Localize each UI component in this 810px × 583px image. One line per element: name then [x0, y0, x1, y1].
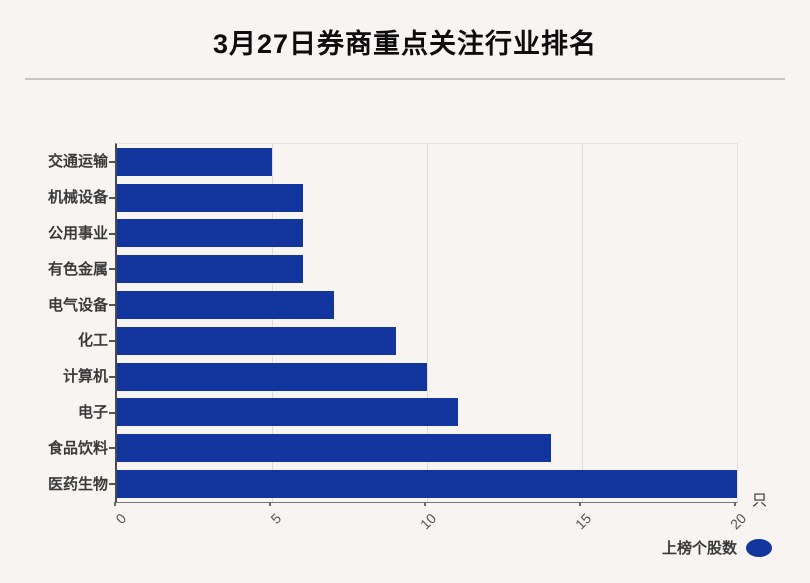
- y-tick-mark: [109, 375, 115, 378]
- category-label: 计算机: [62, 368, 108, 386]
- category-label: 机械设备: [47, 189, 108, 207]
- bar-有色金属: [117, 255, 303, 284]
- x-tick-mark: [734, 502, 736, 506]
- y-tick-mark: [109, 411, 115, 414]
- category-label: 公用事业: [47, 224, 108, 242]
- bar-row: [117, 359, 737, 395]
- x-tick-label: 10: [416, 510, 440, 533]
- category-label: 有色金属: [47, 260, 108, 278]
- y-tick-mark: [109, 447, 115, 450]
- title-divider: [25, 78, 785, 80]
- plot-area: [109, 143, 738, 503]
- category-label: 电气设备: [47, 296, 108, 314]
- bar-机械设备: [117, 183, 303, 212]
- y-tick-mark: [109, 304, 115, 307]
- bar-公用事业: [117, 219, 303, 248]
- gridline: [582, 144, 583, 502]
- legend-label: 上榜个股数: [661, 540, 737, 557]
- bar-row: [117, 430, 737, 466]
- x-tick-label: 0: [112, 510, 130, 527]
- y-tick-mark: [109, 232, 115, 235]
- y-tick-mark: [109, 196, 115, 199]
- category-label: 化工: [77, 332, 108, 350]
- bar-计算机: [117, 362, 427, 391]
- y-tick-mark: [109, 483, 115, 486]
- x-tick-mark: [424, 502, 426, 506]
- legend-marker-icon: [746, 538, 772, 557]
- category-label: 交通运输: [47, 153, 108, 171]
- bar-row: [117, 180, 737, 216]
- x-tick-label: 15: [571, 510, 595, 533]
- bar-食品饮料: [117, 434, 551, 463]
- bar-row: [117, 144, 737, 180]
- category-label: 电子: [77, 403, 108, 421]
- gridline: [427, 144, 428, 502]
- x-tick-mark: [579, 502, 581, 506]
- bar-医药生物: [117, 470, 737, 499]
- x-tick-label: 5: [267, 510, 285, 527]
- legend: 上榜个股数: [662, 537, 772, 558]
- bar-row: [117, 395, 737, 431]
- bar-row: [117, 323, 737, 359]
- x-tick-label: 20: [726, 510, 750, 533]
- y-tick-mark: [109, 268, 115, 271]
- category-label: 医药生物: [47, 475, 108, 493]
- bar-row: [117, 216, 737, 252]
- bar-化工: [117, 326, 396, 355]
- chart-title: 3月27日券商重点关注行业排名: [212, 29, 598, 59]
- x-axis-unit-label: 只: [752, 492, 768, 509]
- category-axis: 交通运输机械设备公用事业有色金属电气设备化工计算机电子食品饮料医药生物: [0, 143, 108, 501]
- bar-交通运输: [117, 147, 272, 176]
- category-label: 食品饮料: [47, 439, 108, 457]
- bar-row: [117, 251, 737, 287]
- y-tick-mark: [109, 339, 115, 342]
- bar-电气设备: [117, 291, 334, 320]
- y-tick-mark: [109, 160, 115, 163]
- bar-row: [117, 466, 737, 502]
- x-tick-mark: [114, 502, 116, 506]
- x-tick-mark: [269, 502, 271, 506]
- bar-row: [117, 287, 737, 323]
- bar-电子: [117, 398, 458, 427]
- gridline: [272, 144, 273, 502]
